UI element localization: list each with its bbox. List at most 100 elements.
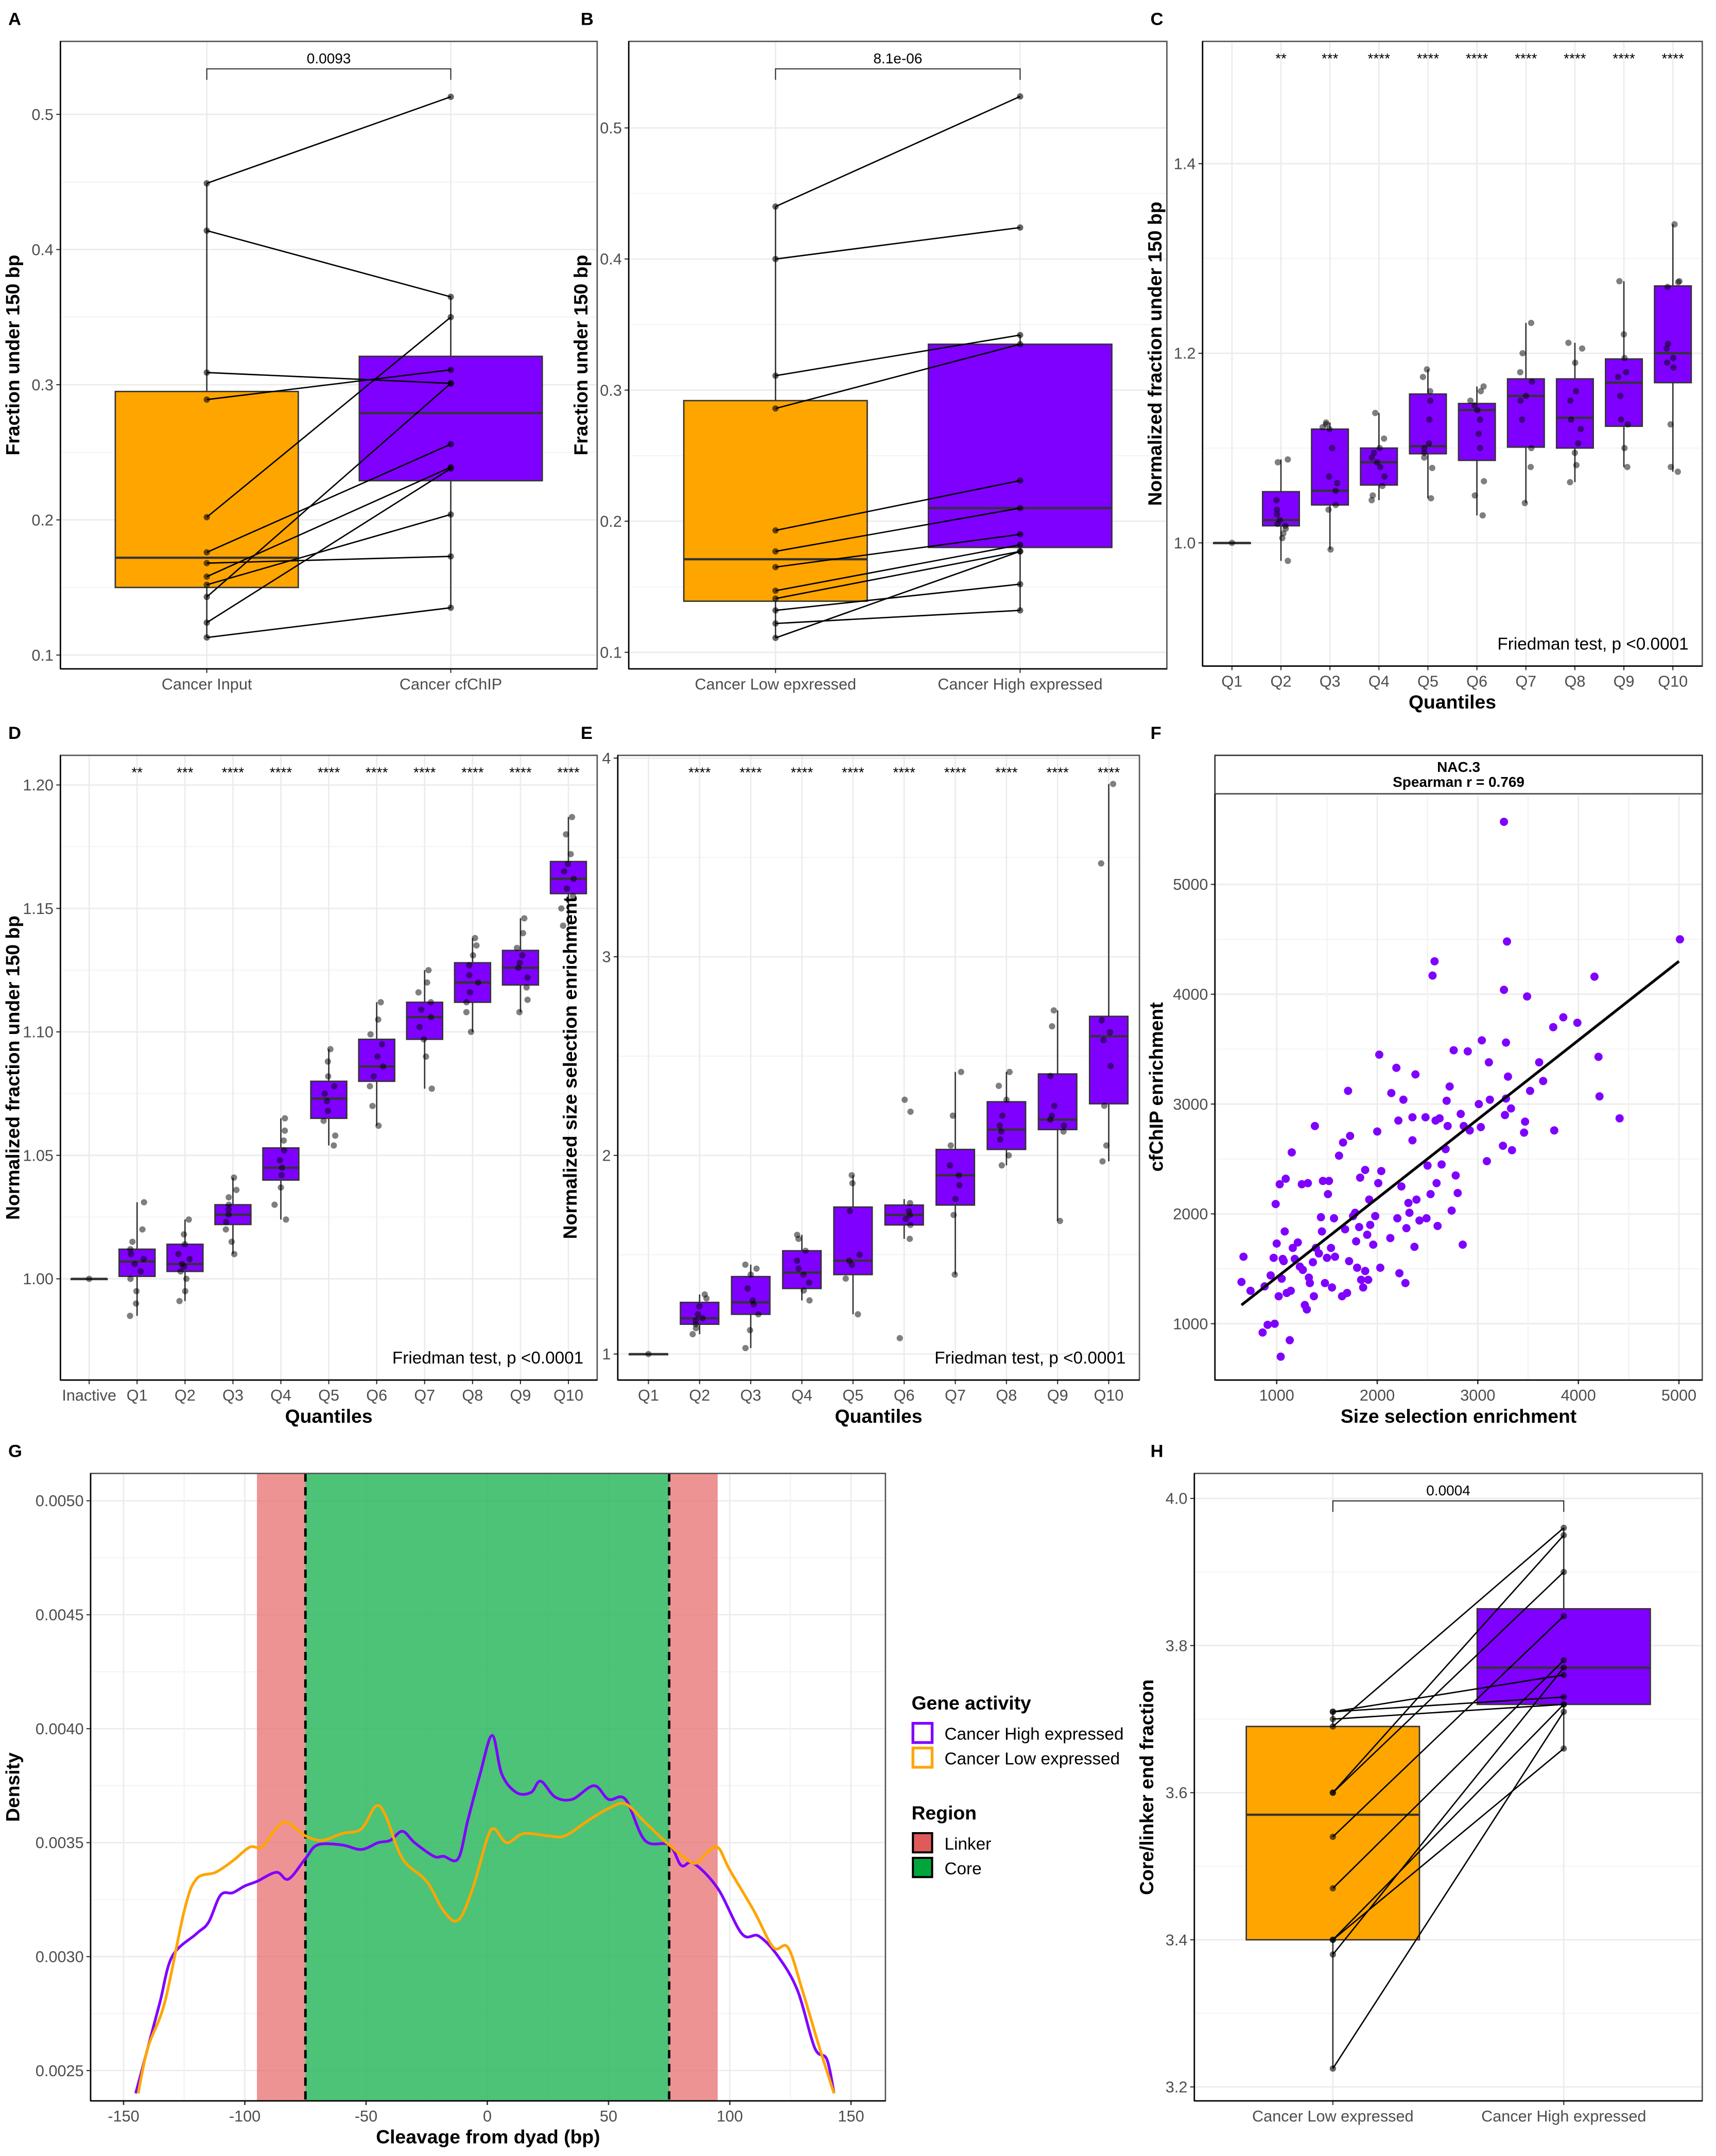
data-point (320, 1117, 327, 1124)
scatter-point (1405, 1209, 1414, 1217)
box-iqr (406, 1002, 444, 1040)
panel-g: G 0.0025 0.0030 0.0035 0.0040 0.0045 0.0050 Den… (2, 1441, 1123, 2147)
scatter-point (1408, 1113, 1417, 1122)
scatter-point (1314, 1249, 1323, 1258)
data-point (203, 514, 210, 521)
scatter-point (1451, 1171, 1460, 1180)
data-point (999, 1112, 1006, 1119)
facet-strip (1214, 754, 1703, 795)
paired-line (206, 443, 452, 553)
data-point (772, 620, 779, 627)
panel-letter: A (8, 9, 21, 29)
data-point (1573, 462, 1580, 469)
data-point (447, 367, 454, 373)
y-tick-label: 0.2 (600, 513, 622, 530)
y-axis-title: Fraction under 150 bp (570, 255, 592, 456)
y-tick-label: 0.0045 (36, 1607, 84, 1624)
data-point (956, 1182, 963, 1188)
box-q4 (1360, 413, 1398, 501)
box-iqr (935, 1148, 976, 1206)
data-point (86, 1275, 93, 1282)
data-point (806, 1297, 813, 1304)
scatter-point (1344, 1086, 1353, 1095)
data-point (1017, 581, 1024, 588)
data-point (283, 1216, 289, 1223)
data-point (1528, 320, 1535, 326)
legend: Gene activity Cancer High expressed Cancer… (911, 1692, 1124, 1878)
test-annotation: Friedman test, p <0.0001 (934, 1349, 1125, 1368)
data-point (998, 1128, 1004, 1135)
data-point (907, 1108, 914, 1115)
data-point (742, 1261, 749, 1268)
scatter-point (1445, 1082, 1454, 1091)
box-iqr (680, 1301, 720, 1325)
paired-line (206, 468, 452, 624)
data-point (1561, 1745, 1567, 1752)
data-point (1567, 479, 1573, 486)
data-point (1056, 1217, 1063, 1224)
scatter-point (1306, 1279, 1314, 1287)
scatter-point (1321, 1279, 1329, 1287)
box-q5 (1409, 369, 1447, 498)
data-point (423, 1053, 429, 1060)
data-point (447, 93, 454, 100)
x-tick-label: Q1 (127, 1387, 148, 1404)
data-point (1568, 416, 1574, 423)
data-point (321, 1090, 328, 1097)
x-tick-label: Q9 (510, 1387, 531, 1404)
y-tick-label: 1.05 (23, 1147, 54, 1164)
significance-stars: **** (413, 765, 436, 781)
data-point (1671, 221, 1678, 228)
data-point (570, 875, 577, 882)
data-point (278, 1171, 285, 1179)
box-q10 (1654, 224, 1692, 472)
data-point (695, 1311, 701, 1318)
box-cancer-input (114, 183, 299, 638)
data-point (772, 595, 779, 602)
scatter-point (1237, 1278, 1246, 1286)
data-point (1273, 497, 1280, 504)
data-point (1368, 454, 1375, 461)
scatter-point (1293, 1238, 1302, 1247)
x-axis-title: Quantiles (285, 1405, 373, 1427)
data-point (203, 619, 210, 626)
scatter-point (1426, 1190, 1435, 1199)
scatter-point (1352, 1237, 1361, 1246)
y-tick-label: 1000 (1173, 1315, 1208, 1333)
y-axis-title: Core/linker end fraction (1136, 1679, 1157, 1895)
data-point (226, 1194, 232, 1201)
data-point (1228, 540, 1235, 546)
data-point (1561, 1568, 1567, 1575)
scatter-point (1281, 1175, 1290, 1183)
data-point (1276, 516, 1284, 524)
x-tick-label: Q8 (996, 1387, 1017, 1404)
y-tick-label: 0.5 (31, 106, 54, 124)
scatter-point (1500, 817, 1509, 826)
data-point (795, 1265, 802, 1272)
x-tick-label: Q8 (462, 1387, 483, 1404)
x-tick-label: -150 (108, 2108, 139, 2125)
legend-key-orange (911, 1747, 934, 1769)
data-point (1017, 332, 1024, 338)
data-point (958, 1068, 964, 1075)
significance-stars: **** (1613, 50, 1635, 66)
data-point (896, 1335, 903, 1341)
paired-line (206, 513, 451, 585)
paired-line (775, 96, 1020, 208)
data-point (279, 1164, 285, 1171)
y-tick-label: 1.20 (23, 777, 54, 794)
scatter-point (1376, 1263, 1384, 1272)
data-point (1427, 397, 1434, 404)
scatter-point (1395, 1269, 1403, 1278)
y-axis-title: Normalized fraction under 150 bp (1144, 202, 1166, 506)
data-point (1285, 558, 1291, 564)
paired-line (1332, 1667, 1565, 1955)
data-point (1667, 421, 1674, 428)
scatter-point (1475, 1100, 1483, 1109)
data-point (1664, 359, 1671, 366)
box-iqr (1409, 393, 1447, 455)
box-q7 (406, 970, 444, 1089)
x-tick-label: -100 (229, 2108, 261, 2125)
x-tick-label: 100 (717, 2108, 743, 2125)
significance-stars: **** (1046, 765, 1069, 781)
